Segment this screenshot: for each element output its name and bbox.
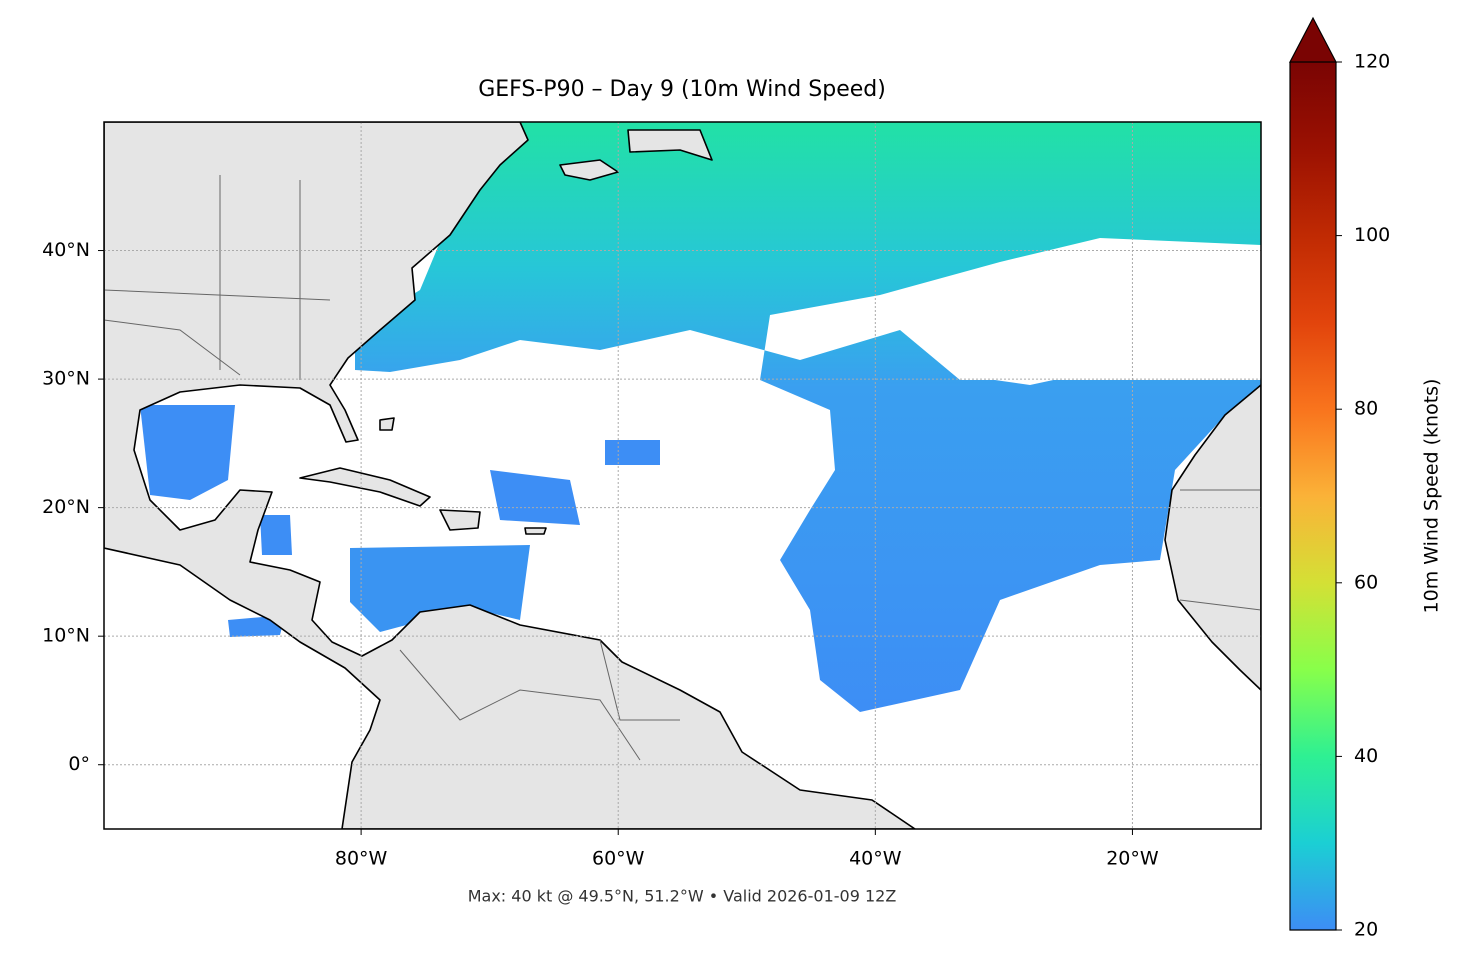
wind-field — [228, 440, 660, 637]
x-tick-label: 20°W — [1106, 848, 1159, 870]
colorbar-tick-label: 20 — [1354, 919, 1378, 941]
grid — [104, 122, 1261, 829]
footer-note: Max: 40 kt @ 49.5°N, 51.2°W • Valid 2026… — [468, 887, 897, 906]
x-tick-label: 80°W — [335, 848, 388, 870]
map — [104, 122, 1261, 829]
colorbar-label: 10m Wind Speed (knots) — [1421, 379, 1443, 614]
island — [299, 129, 713, 535]
map-frame — [103, 121, 1262, 830]
x-tick-label: 40°W — [849, 848, 902, 870]
colorbar-extend — [1289, 16, 1337, 63]
y-tick-label: 40°N — [42, 239, 90, 261]
y-tick-label: 0° — [68, 753, 90, 775]
colorbar-frame — [1289, 62, 1337, 931]
colorbar-tick-label: 40 — [1354, 745, 1378, 767]
colorbar — [1290, 62, 1336, 930]
land — [1164, 384, 1261, 691]
y-tick-label: 20°N — [42, 496, 90, 518]
calm-area — [960, 250, 1255, 385]
chart-title: GEFS-P90 – Day 9 (10m Wind Speed) — [478, 77, 886, 102]
colorbar-tick-label: 120 — [1354, 51, 1390, 73]
wind-field — [140, 405, 235, 500]
wind-field — [355, 122, 1261, 712]
colorbar-tick-label: 60 — [1354, 571, 1378, 593]
colorbar-tick-label: 80 — [1354, 398, 1378, 420]
y-tick-label: 30°N — [42, 368, 90, 390]
y-tick-label: 10°N — [42, 625, 90, 647]
x-tick-label: 60°W — [592, 848, 645, 870]
borders — [104, 175, 1261, 761]
colorbar-tick-label: 100 — [1354, 224, 1390, 246]
